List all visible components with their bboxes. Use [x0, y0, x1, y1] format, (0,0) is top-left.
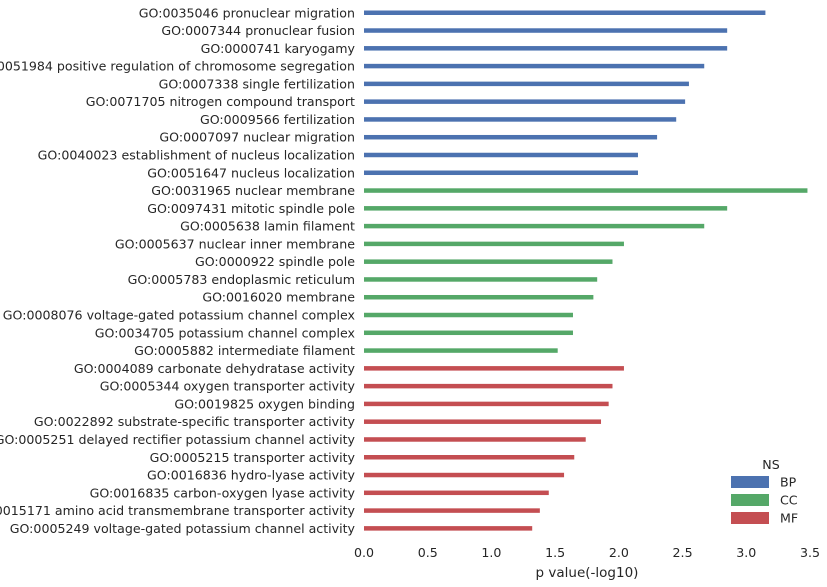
- category-label: GO:0016020 membrane: [202, 290, 355, 305]
- bar-mf: [364, 455, 575, 460]
- category-label: GO:0022892 substrate-specific transporte…: [34, 414, 356, 429]
- category-label: GO:0007097 nuclear migration: [159, 130, 355, 145]
- category-label: GO:0000741 karyogamy: [201, 41, 356, 56]
- bar-cc: [364, 223, 705, 229]
- bar-bp: [364, 170, 638, 176]
- category-label: GO:0035046 pronuclear migration: [139, 5, 355, 20]
- bar-cc: [364, 241, 624, 247]
- bar-bp: [364, 28, 728, 33]
- x-tick-label: 2.5: [673, 545, 693, 560]
- bar-cc: [364, 312, 573, 318]
- x-tick-label: 3.5: [800, 545, 820, 560]
- category-label: GO:0016835 carbon-oxygen lyase activity: [90, 485, 356, 500]
- category-label: GO:0071705 nitrogen compound transport: [86, 94, 355, 109]
- bars-layer: [364, 10, 808, 531]
- bar-mf: [364, 472, 565, 478]
- category-label: GO:0005637 nuclear inner membrane: [115, 236, 355, 251]
- category-label: GO:0007338 single fertilization: [159, 76, 355, 91]
- legend: NS BP CC MF: [731, 457, 798, 526]
- category-label: GO:0015171 amino acid transmembrane tran…: [0, 503, 356, 518]
- category-label: GO:0051647 nucleus localization: [147, 165, 355, 180]
- bar-mf: [364, 437, 586, 442]
- bar-bp: [364, 63, 705, 69]
- x-tick-label: 0.5: [418, 545, 438, 560]
- category-labels: GO:0035046 pronuclear migration GO:000734…: [0, 5, 356, 536]
- bar-bp: [364, 99, 686, 104]
- legend-label-mf: MF: [780, 511, 798, 526]
- bar-bp: [364, 81, 689, 87]
- legend-title: NS: [762, 457, 779, 472]
- x-tick-label: 2.0: [609, 545, 629, 560]
- x-axis-label: p value(-log10): [536, 565, 639, 581]
- x-tick-label: 3.0: [736, 545, 756, 560]
- bar-mf: [364, 508, 540, 513]
- bar-mf: [364, 526, 533, 531]
- category-label: GO:0034705 potassium channel complex: [95, 325, 356, 340]
- bar-cc: [364, 348, 558, 353]
- category-label: GO:0097431 mitotic spindle pole: [147, 201, 355, 216]
- legend-swatch-mf: [731, 512, 769, 524]
- bar-mf: [364, 366, 624, 371]
- category-label: GO:0031965 nuclear membrane: [151, 183, 355, 198]
- category-label: GO:0016836 hydro-lyase activity: [147, 468, 356, 483]
- bar-cc: [364, 294, 594, 300]
- category-label: GO:0005251 delayed rectifier potassium c…: [0, 432, 356, 447]
- legend-swatch-cc: [731, 494, 769, 506]
- legend-swatch-bp: [731, 476, 769, 488]
- bar-mf: [364, 383, 613, 389]
- x-tick-label: 1.5: [545, 545, 565, 560]
- category-label: GO:0005783 endoplasmic reticulum: [128, 272, 355, 287]
- category-label: GO:0009566 fertilization: [200, 112, 355, 127]
- category-label: GO:0007344 pronuclear fusion: [161, 23, 355, 38]
- bar-bp: [364, 117, 677, 122]
- legend-label-bp: BP: [780, 475, 797, 490]
- category-label: GO:0000922 spindle pole: [195, 254, 355, 269]
- category-label: GO:0004089 carbonate dehydratase activit…: [74, 361, 356, 376]
- bar-cc: [364, 206, 728, 211]
- bar-mf: [364, 401, 609, 407]
- bar-bp: [364, 134, 658, 140]
- bar-bp: [364, 152, 638, 158]
- bar-mf: [364, 419, 602, 424]
- category-label: GO:0008076 voltage-gated potassium chann…: [3, 308, 356, 323]
- bar-bp: [364, 46, 728, 51]
- bar-bp: [364, 10, 766, 15]
- bar-cc: [364, 259, 613, 264]
- category-label: GO:0005249 voltage-gated potassium chann…: [10, 521, 356, 536]
- category-label: GO:0005638 lamin filament: [180, 219, 355, 234]
- bar-cc: [364, 277, 598, 282]
- category-label: GO:0005344 oxygen transporter activity: [100, 379, 356, 394]
- legend-label-cc: CC: [780, 493, 798, 508]
- category-label: GO:0019825 oxygen binding: [174, 396, 355, 411]
- category-label: GO:0005882 intermediate filament: [134, 343, 355, 358]
- x-tick-label: 1.0: [481, 545, 501, 560]
- category-label: GO:0051984 positive regulation of chromo…: [0, 59, 355, 74]
- bar-cc: [364, 188, 808, 193]
- category-label: GO:0040023 establishment of nucleus loca…: [38, 147, 355, 162]
- x-tick-label: 0.0: [354, 545, 374, 560]
- x-axis: 0.0 0.5 1.0 1.5 2.0 2.5 3.0 3.5: [354, 545, 820, 560]
- category-label: GO:0005215 transporter activity: [150, 450, 356, 465]
- bar-mf: [364, 490, 549, 496]
- bar-cc: [364, 330, 573, 336]
